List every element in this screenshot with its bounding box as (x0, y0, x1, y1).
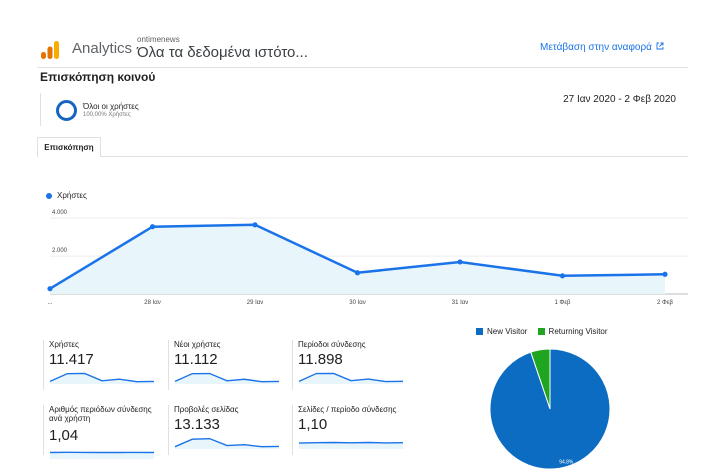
metric-value: 1,10 (298, 416, 328, 433)
pie-legend-returning: Returning Visitor (548, 327, 608, 336)
account-name: ontimenews (137, 35, 180, 44)
sparkline-fill (50, 452, 154, 459)
metric-sparkline (298, 372, 404, 384)
x-tick-label: 30 Ιαν (349, 300, 365, 306)
tab-overview[interactable]: Επισκόπηση (37, 137, 101, 157)
data-point (662, 271, 668, 277)
external-link-icon (656, 42, 664, 50)
sparkline-fill (175, 373, 279, 384)
sparkline-line (49, 372, 155, 383)
pie-data-label: 94.8% (559, 459, 574, 465)
metric-value: 11.112 (174, 351, 218, 368)
pie-legend: New Visitor Returning Visitor (476, 327, 608, 336)
chart-legend: Χρήστες (46, 191, 87, 200)
analytics-logo-icon[interactable] (40, 40, 60, 60)
metric-label: Χρήστες (49, 340, 79, 349)
metric-label: Περίοδοι σύνδεσης (298, 340, 366, 349)
go-to-report-link[interactable]: Μετάβαση στην αναφορά (540, 42, 664, 53)
sparkline-fill (175, 438, 279, 449)
tab-divider (100, 156, 688, 157)
go-to-report-label: Μετάβαση στην αναφορά (540, 42, 652, 53)
metric-value: 1,04 (49, 427, 79, 444)
visitor-pie-chart: 94.8% (489, 348, 611, 469)
area-fill (50, 224, 665, 294)
metric-label: Αριθμός περιόδων σύνδεσης ανά χρήστη (49, 405, 152, 423)
metric-card[interactable]: Σελίδες / περίοδο σύνδεσης 1,10 (292, 405, 404, 455)
sparkline-line (174, 372, 280, 383)
metric-card[interactable]: Νέοι χρήστες 11.112 (168, 340, 280, 390)
brand-name: Analytics (72, 40, 133, 57)
data-point (47, 286, 53, 292)
metric-card[interactable]: Χρήστες 11.417 (43, 340, 155, 390)
data-point (252, 222, 258, 228)
metric-sparkline (298, 441, 404, 449)
returning-visitor-swatch (537, 328, 545, 336)
metric-value: 11.898 (298, 351, 343, 368)
x-tick-label: 31 Ιαν (452, 300, 468, 306)
sparkline-line (298, 441, 404, 444)
segment-name: Όλοι οι χρήστες (83, 102, 139, 111)
segment-circle-icon (56, 100, 77, 121)
y-tick-label: 2.000 (52, 248, 68, 254)
analytics-header: Analytics ontimenews Όλα τα δεδομένα ιστ… (0, 0, 720, 68)
y-tick-label: 4.000 (52, 210, 68, 216)
users-line-chart: 4.000 2.000... 28 Ιαν 29 Ιαν 30 Ιαν 31 Ιαν 1 Φ… (47, 210, 688, 306)
new-visitor-swatch (476, 328, 483, 336)
data-point (457, 259, 463, 265)
sparkline-fill (299, 442, 403, 449)
metric-card[interactable]: Περίοδοι σύνδεσης 11.898 (292, 340, 404, 390)
x-tick-label: 2 Φεβ (657, 300, 673, 306)
view-selector[interactable]: Όλα τα δεδομένα ιστότο... (137, 44, 308, 61)
x-tick-label: 29 Ιαν (247, 300, 263, 306)
metric-sparkline (49, 372, 155, 384)
segment-card[interactable]: Όλοι οι χρήστες 100,00% Χρήστες (40, 93, 152, 126)
sparkline-fill (299, 373, 403, 384)
sparkline-fill (50, 373, 154, 384)
series-dot-icon (46, 192, 52, 199)
metric-value: 13.133 (174, 416, 220, 433)
pie-slice-new-visitor (489, 348, 611, 469)
segment-share: 100,00% Χρήστες (83, 112, 131, 118)
x-tick-label: 28 Ιαν (144, 300, 160, 306)
metric-label: Προβολές σελίδας (174, 405, 239, 414)
metric-label: Σελίδες / περίοδο σύνδεσης (298, 405, 397, 414)
metric-sparkline (174, 437, 280, 449)
data-point (354, 270, 361, 276)
metric-sparkline (49, 451, 155, 459)
data-point (149, 224, 156, 230)
page-title: Επισκόπηση κοινού (40, 70, 156, 84)
header-divider (37, 67, 688, 68)
metric-value: 11.417 (49, 351, 94, 368)
metric-sparkline (174, 372, 280, 384)
metric-card[interactable]: Προβολές σελίδας 13.133 (168, 405, 280, 455)
data-point (559, 273, 566, 279)
x-tick-label: ... (47, 300, 52, 306)
date-range-picker[interactable]: 27 Ιαν 2020 - 2 Φεβ 2020 (563, 94, 676, 105)
metric-card[interactable]: Αριθμός περιόδων σύνδεσης ανά χρήστη 1,04 (43, 405, 155, 459)
metric-label: Νέοι χρήστες (174, 340, 221, 349)
sparkline-line (298, 372, 404, 383)
series-name: Χρήστες (57, 191, 87, 200)
x-tick-label: 1 Φεβ (555, 300, 571, 306)
sparkline-line (174, 437, 280, 448)
pie-legend-new: New Visitor (487, 327, 528, 336)
